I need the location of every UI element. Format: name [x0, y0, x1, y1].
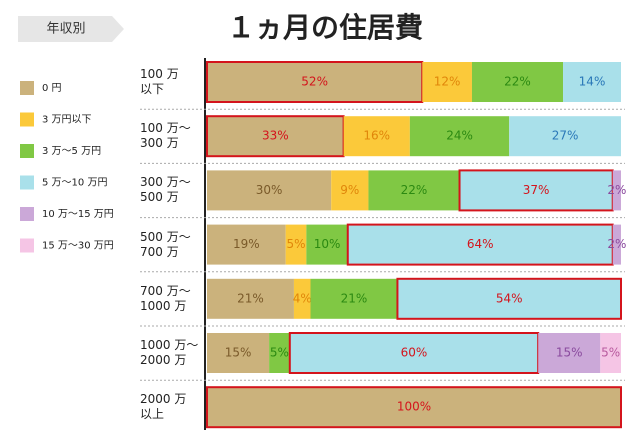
value-label: 22% [504, 75, 531, 89]
value-label: 27% [552, 129, 579, 143]
category-label: 700 万～ 1000 万 [140, 283, 191, 313]
value-label: 16% [363, 129, 390, 143]
legend-swatch [20, 238, 34, 253]
value-label: 5% [270, 346, 289, 360]
category-label: 100 万 以下 [140, 67, 179, 96]
bar-segment [612, 170, 621, 211]
value-label: 22% [401, 183, 428, 197]
bar-segment [207, 170, 332, 211]
bar-segment [538, 333, 601, 373]
legend-swatch [20, 81, 34, 95]
bar-segment [471, 62, 564, 102]
category-label: 2000 万 以上 [140, 392, 187, 422]
value-label: 9% [340, 183, 359, 197]
value-label: 30% [256, 183, 283, 197]
bar-segment [509, 116, 621, 157]
value-label: 14% [579, 75, 606, 89]
category-label: 500 万～ 700 万 [140, 229, 191, 259]
bar-segment [331, 170, 369, 211]
bar-segment [343, 116, 410, 157]
chart-title: １ヵ月の住居費 [227, 11, 423, 44]
bar-segment [600, 333, 621, 373]
value-label: 4% [293, 291, 312, 305]
value-label: 37% [523, 183, 550, 197]
legend-label: 0 円 [42, 83, 62, 94]
value-label: 21% [237, 291, 264, 305]
legend-label: 15 万～30 万円 [42, 241, 114, 252]
bar-segment [612, 224, 621, 265]
bar-segment [289, 333, 539, 373]
bar-segment [563, 62, 621, 102]
highlight-box [396, 277, 622, 320]
value-label: 33% [262, 129, 289, 143]
value-label: 12% [434, 75, 461, 89]
legend-swatch [20, 144, 34, 158]
value-label: 15% [556, 346, 583, 360]
value-label: 10% [314, 237, 341, 251]
bar-segment [207, 116, 344, 157]
value-label: 52% [301, 75, 328, 89]
bar-segment [310, 278, 398, 319]
bar-segment [347, 224, 613, 265]
value-label: 60% [401, 346, 428, 360]
legend-label: 5 万～10 万円 [42, 178, 107, 189]
value-label: 100% [397, 400, 431, 414]
value-label: 54% [496, 291, 523, 305]
value-label: 64% [467, 237, 494, 251]
category-label: 100 万～ 300 万 [140, 121, 191, 151]
value-label: 2% [607, 183, 626, 197]
bar-segment [207, 278, 294, 319]
value-label: 2% [607, 237, 626, 251]
tag-box [18, 16, 124, 42]
highlight-box [206, 386, 622, 429]
bar-segment [409, 116, 510, 157]
category-label: 1000 万～ 2000 万 [140, 338, 199, 367]
subtitle: 年収別 [46, 22, 85, 37]
legend-label: 10 万～15 万円 [42, 209, 114, 220]
value-label: 5% [286, 237, 305, 251]
highlight-box [288, 332, 540, 374]
legend-label: 3 万円以下 [42, 115, 92, 126]
bar-segment [207, 387, 621, 428]
bar-segment [397, 278, 621, 319]
bar-segment [422, 62, 472, 102]
legend-swatch [20, 175, 34, 190]
bar-segment [269, 333, 290, 373]
bar-segment [459, 170, 613, 211]
bar-segment [293, 278, 311, 319]
bar-segment [368, 170, 460, 211]
category-label: 300 万～ 500 万 [140, 175, 191, 205]
value-label: 19% [233, 237, 260, 251]
bar-segment [306, 224, 348, 265]
value-label: 24% [446, 129, 473, 143]
legend-swatch [20, 207, 34, 221]
value-label: 21% [341, 291, 368, 305]
value-label: 5% [601, 346, 620, 360]
bar-segment [285, 224, 307, 265]
legend-swatch [20, 112, 34, 127]
value-label: 15% [225, 346, 252, 360]
bar-segment [207, 62, 423, 102]
bar-segment [207, 224, 286, 265]
legend-label: 3 万～5 万円 [42, 146, 101, 157]
bar-segment [207, 333, 270, 373]
